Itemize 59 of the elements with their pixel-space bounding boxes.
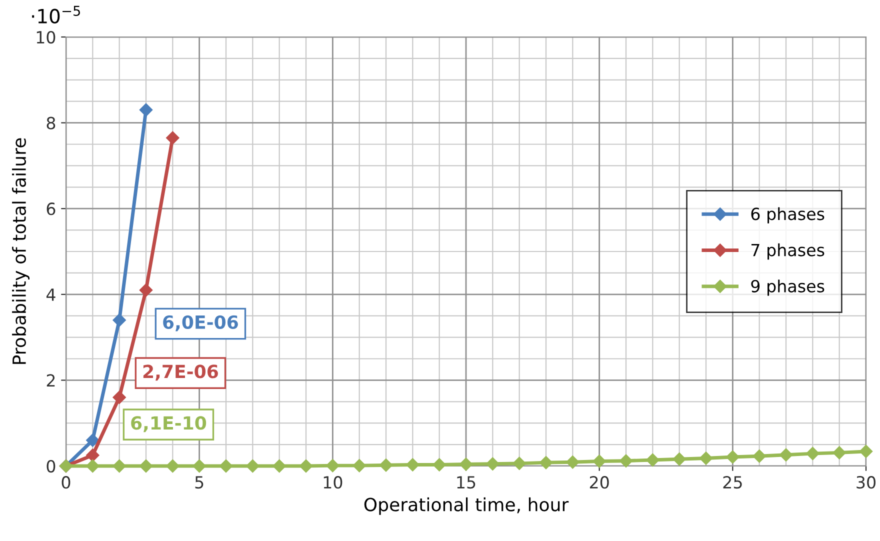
point: [166, 131, 180, 144]
x-tick-label: 15: [457, 476, 476, 489]
x-tick-label: 5: [195, 476, 204, 489]
y-tick-label: 6: [46, 202, 56, 216]
point: [246, 459, 260, 473]
point: [86, 448, 100, 462]
y-tick-label: 0: [46, 460, 56, 473]
legend-label: 7 phases: [751, 243, 824, 260]
legend-label: 6 phases: [751, 207, 824, 224]
y-axis-title: Probability of total failure: [12, 138, 30, 364]
point: [832, 446, 846, 460]
point: [592, 454, 606, 468]
point: [86, 434, 100, 447]
y-tick-label: 4: [46, 288, 56, 301]
point: [726, 450, 740, 464]
point: [139, 103, 153, 117]
point: [139, 459, 153, 473]
annotation: 6,1E-10: [131, 416, 206, 432]
point: [566, 456, 580, 469]
point: [272, 459, 286, 473]
point: [859, 444, 873, 458]
point: [512, 456, 526, 470]
x-axis-title: Operational time, hour: [364, 497, 569, 515]
y-tick-label: 10: [36, 30, 56, 44]
annotation: 2,7E-06: [143, 364, 218, 381]
point: [806, 446, 820, 460]
point: [219, 459, 233, 473]
point: [432, 458, 446, 472]
point: [139, 284, 153, 297]
point: [112, 390, 126, 404]
y-tick-label: 8: [46, 116, 56, 130]
point: [486, 457, 500, 470]
point: [619, 454, 633, 468]
legend-label: 9 phases: [751, 280, 824, 296]
point: [326, 458, 340, 472]
point: [752, 450, 766, 463]
x-tick-label: 25: [723, 476, 742, 489]
point: [379, 458, 393, 472]
point: [646, 453, 660, 467]
point: [192, 459, 206, 473]
point: [86, 459, 100, 473]
point: [539, 456, 553, 470]
annotation: 6,0E-06: [163, 315, 238, 332]
y-tick-label: 2: [46, 374, 55, 387]
point: [672, 452, 686, 466]
point: [352, 458, 366, 472]
point: [299, 459, 313, 473]
x-tick-label: 20: [590, 476, 609, 489]
point: [112, 314, 126, 327]
point: [779, 448, 793, 462]
point: [166, 459, 180, 473]
text: ·10$^{−5}$: [32, 6, 80, 24]
x-tick-label: 30: [856, 476, 876, 489]
point: [406, 458, 420, 472]
point: [112, 459, 126, 473]
point: [459, 458, 473, 471]
x-tick-label: 10: [324, 476, 342, 489]
x-tick-label: 0: [62, 476, 70, 489]
point: [699, 452, 713, 465]
